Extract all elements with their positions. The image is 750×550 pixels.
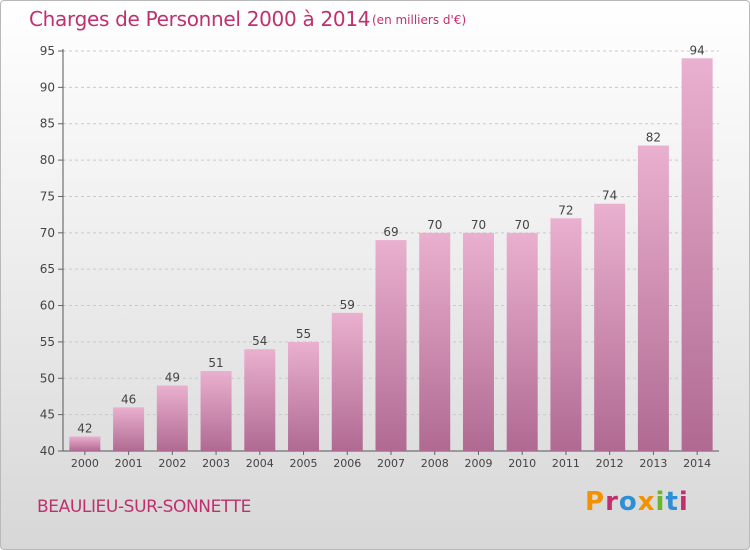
data-label: 54 (252, 334, 267, 348)
y-tick-label: 55 (40, 335, 55, 349)
x-tick-label: 2004 (246, 457, 274, 470)
data-label: 49 (165, 371, 180, 385)
bar-2006 (331, 312, 363, 451)
data-label: 59 (340, 298, 355, 312)
chart-title: Charges de Personnel 2000 à 2014 (29, 7, 371, 31)
x-tick-label: 2009 (464, 457, 492, 470)
data-label: 72 (558, 203, 573, 217)
chart-subtitle: (en milliers d'€) (372, 13, 467, 27)
bar-2011 (550, 218, 582, 451)
bar-2012 (594, 203, 626, 451)
y-tick-label: 40 (40, 444, 55, 458)
y-tick-labels: 40 45 50 55 60 65 70 75 80 85 90 95 (40, 44, 55, 458)
data-label: 82 (646, 131, 661, 145)
data-labels: 42 46 49 51 54 55 59 69 70 70 70 72 74 82 94 (77, 43, 705, 435)
bar-2007 (375, 240, 407, 451)
bar-2008 (419, 232, 451, 451)
logo-letter: i (655, 487, 666, 517)
logo-letter: i (678, 487, 689, 517)
x-tick-label: 2000 (71, 457, 99, 470)
x-tick-label: 2014 (683, 457, 711, 470)
bar-2014 (681, 58, 713, 451)
x-tick-label: 2002 (158, 457, 186, 470)
x-tick-labels: 2000 2001 2002 2003 2004 2005 2006 2007 2008 2009… (71, 457, 711, 470)
y-tick-label: 90 (40, 80, 55, 94)
y-tick-label: 45 (40, 408, 55, 422)
y-tick-label: 95 (40, 44, 55, 58)
logo-letter: t (665, 487, 679, 517)
data-label: 42 (77, 421, 92, 435)
bar-2009 (462, 232, 494, 451)
data-label: 70 (515, 218, 530, 232)
data-label: 69 (383, 225, 398, 239)
y-tick-label: 65 (40, 262, 55, 276)
y-tick-label: 75 (40, 189, 55, 203)
bar-2003 (200, 371, 232, 451)
commune-name: BEAULIEU-SUR-SONNETTE (37, 497, 251, 517)
x-tick-label: 2001 (115, 457, 143, 470)
data-label: 46 (121, 392, 136, 406)
logo-letter: x (637, 487, 656, 517)
bar-2013 (637, 145, 669, 451)
y-tick-label: 50 (40, 371, 55, 385)
x-tick-label: 2006 (333, 457, 361, 470)
logo-letter: o (618, 487, 638, 517)
bars (69, 58, 713, 451)
data-label: 70 (471, 218, 486, 232)
x-tick-label: 2012 (596, 457, 624, 470)
x-tick-label: 2010 (508, 457, 536, 470)
bar-2001 (113, 407, 145, 451)
y-tick-label: 60 (40, 299, 55, 313)
x-tick-label: 2007 (377, 457, 405, 470)
x-tick-label: 2013 (639, 457, 667, 470)
data-label: 70 (427, 218, 442, 232)
bar-2004 (244, 349, 276, 451)
y-tick-label: 80 (40, 153, 55, 167)
proxiti-logo: Proxiti (585, 487, 689, 517)
x-tick-label: 2008 (421, 457, 449, 470)
y-tick-label: 85 (40, 117, 55, 131)
x-tick-label: 2011 (552, 457, 580, 470)
logo-letter: r (605, 487, 619, 517)
bar-2005 (288, 341, 320, 451)
bar-2002 (156, 385, 188, 451)
bar-2000 (69, 436, 101, 451)
logo-letter: P (585, 487, 606, 517)
data-label: 51 (208, 356, 223, 370)
data-label: 94 (689, 43, 704, 57)
bar-2010 (506, 232, 538, 451)
data-label: 74 (602, 189, 617, 203)
x-tick-label: 2003 (202, 457, 230, 470)
data-label: 55 (296, 327, 311, 341)
y-tick-label: 70 (40, 226, 55, 240)
x-tick-label: 2005 (290, 457, 318, 470)
